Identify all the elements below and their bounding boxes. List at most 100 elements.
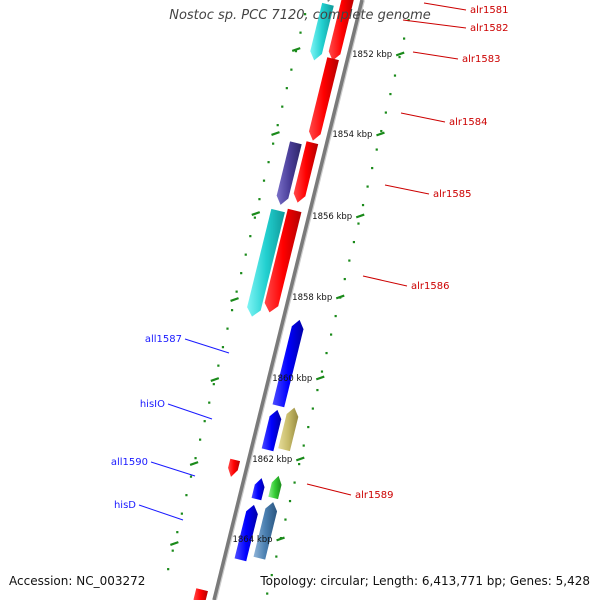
scale-dot [267,161,270,164]
right-scale-track [167,13,307,571]
scale-major-tick [376,131,385,137]
gene-labels: 1852 kbp 1854 kbp 1856 kbp 1858 kbp 1860 kbp… [111,5,509,545]
scale-dot [266,592,269,595]
scale-dot [284,518,287,521]
scale-dot [352,240,356,244]
scale-dot [361,203,365,207]
scale-label: 1856 kbp [312,212,352,222]
scale-major-tick [335,294,345,300]
leader-line [184,338,230,354]
scale-dot [380,129,383,133]
scale-dot [230,309,234,312]
gene-alr1589 [228,458,241,477]
scale-dot [389,92,392,96]
scale-major-tick [271,131,280,136]
page-title: Nostoc sp. PCC 7120, complete genome [169,8,431,23]
scale-dot [208,401,211,404]
scale-major-tick [291,47,301,52]
scale-dot [384,111,387,114]
leader-line [384,184,430,195]
scale-dot [253,216,256,219]
scale-dot [171,549,174,552]
scale-dot [298,462,301,466]
scale-label: 1860 kbp [272,374,312,384]
scale-label: 1864 kbp [232,535,272,545]
scale-label: 1854 kbp [332,130,372,140]
scale-dot [240,272,243,275]
scale-dot [176,531,179,534]
gene-label-alr1582: alr1582 [470,23,508,34]
scale-dot [249,235,252,238]
scale-dot [334,314,337,318]
scale-dot [307,425,310,429]
gene-label-alr1584: alr1584 [449,117,487,128]
scale-dot [203,420,206,423]
scale-dot [311,407,314,410]
scale-major-tick [210,377,220,382]
gene-label-alr1589: alr1589 [355,490,393,501]
gene-alr1583 [310,2,334,61]
backbone-line [212,0,364,600]
scale-major-tick [395,51,405,57]
genome-summary: Topology: circular; Length: 6,413,771 bp… [260,574,590,588]
scale-dot [316,388,319,392]
leader-line [167,403,213,420]
gene-alr1586-b [247,208,285,317]
scale-dot [226,327,229,330]
gene-label-alr1586: alr1586 [411,281,449,292]
leader-line [423,2,467,11]
scale-major-tick [251,211,261,216]
scale-dot [371,166,374,170]
scale-dot [272,142,275,145]
gene-all1590-a [251,478,265,501]
gene-label-alr1583: alr1583 [462,54,500,65]
scale-dot [275,555,278,558]
scale-dot [407,18,410,22]
scale-dot [294,50,298,53]
scale-dot [343,277,346,281]
scale-dot [357,222,360,225]
scale-dot [212,383,215,386]
gene-all1587 [272,319,304,408]
gene-alr1584 [308,57,339,141]
scale-dot [403,37,406,40]
scale-dot [375,148,378,151]
label-leaders [138,2,467,521]
scale-dot [244,253,247,256]
gene-hisIO-b [278,407,299,452]
leader-line [402,19,467,29]
scale-dot [348,259,351,262]
scale-major-tick [230,297,239,302]
scale-label: 1852 kbp [352,50,392,60]
gene-label-all1587: all1587 [145,334,182,345]
scale-dot [299,31,302,34]
scale-dot [270,573,273,577]
scale-dot [199,438,202,441]
scale-dot [221,346,225,349]
gene-hisIO-a [261,409,282,452]
gene-label-hisD: hisD [114,500,136,511]
scale-dot [290,68,293,71]
scale-dot [167,568,170,571]
scale-dot [194,457,197,460]
scale-dot [366,185,369,188]
scale-dot [281,105,284,108]
scale-dot [235,290,238,293]
leader-line [412,51,459,60]
scale-major-tick [189,461,199,466]
leader-line [400,112,446,123]
gene-alr1586-a [264,208,302,313]
scale-dot [189,475,193,478]
gene-label-alr1585: alr1585 [433,189,471,200]
scale-dot [262,179,266,182]
gene-label-hisIO: hisIO [140,399,165,410]
scale-major-tick [295,456,305,462]
scale-dot [303,13,307,16]
leader-line [138,504,184,521]
scale-label: 1858 kbp [292,293,332,303]
scale-major-tick [355,213,365,219]
scale-dot [320,370,324,373]
scale-dot [258,198,261,201]
scale-dot [398,55,401,59]
